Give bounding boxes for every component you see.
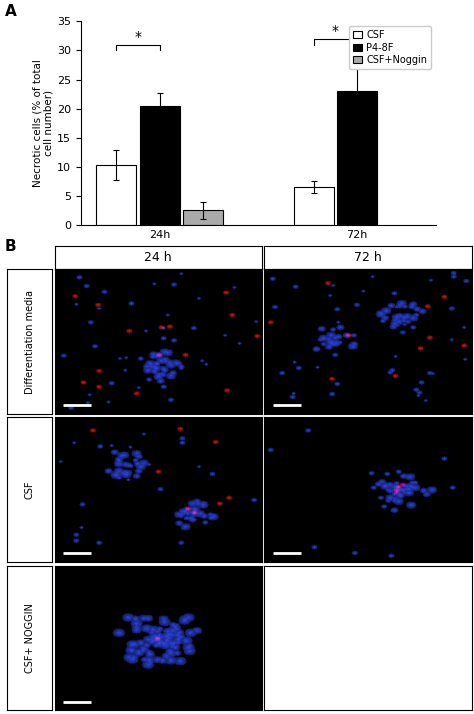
Text: B: B (5, 239, 17, 254)
Text: *: * (134, 29, 141, 44)
Y-axis label: Necrotic cells (% of total
cell number): Necrotic cells (% of total cell number) (32, 59, 54, 187)
Text: A: A (5, 4, 17, 19)
Bar (183, 211, 223, 225)
Bar (294, 187, 334, 225)
Text: CSF: CSF (25, 481, 35, 499)
Text: 72 h: 72 h (354, 251, 382, 264)
Text: *: * (332, 24, 339, 38)
Bar (337, 91, 377, 225)
Text: Differentiation media: Differentiation media (25, 290, 35, 393)
Bar (140, 106, 180, 225)
Bar (96, 165, 136, 225)
Text: CSF+ NOGGIN: CSF+ NOGGIN (25, 603, 35, 673)
Text: 24 h: 24 h (145, 251, 172, 264)
Legend: CSF, P4-8F, CSF+Noggin: CSF, P4-8F, CSF+Noggin (349, 26, 431, 69)
